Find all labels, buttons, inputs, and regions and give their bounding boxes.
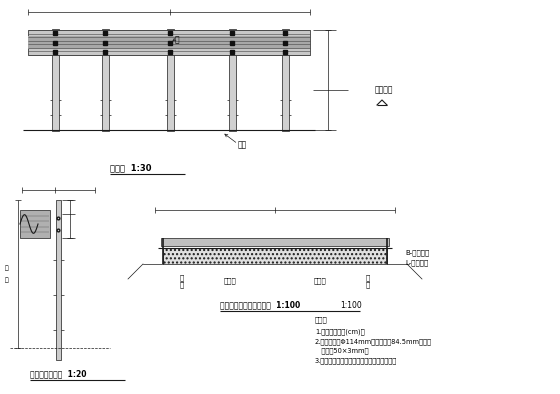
- Bar: [28, 36, 310, 49]
- Text: 肩: 肩: [180, 282, 184, 288]
- Text: 1.本图尺寸单位(cm)。: 1.本图尺寸单位(cm)。: [315, 329, 365, 335]
- Text: 道: 道: [5, 277, 9, 283]
- Text: 肩: 肩: [366, 282, 370, 288]
- Text: 立柱: 立柱: [238, 141, 248, 149]
- Text: 备注：: 备注：: [315, 317, 328, 323]
- Bar: [161, 238, 389, 246]
- Text: 标准断面护栏安装位置图  1:100: 标准断面护栏安装位置图 1:100: [220, 301, 300, 310]
- Bar: [55, 200, 60, 360]
- Text: 板: 板: [175, 35, 180, 45]
- Bar: [166, 29, 174, 131]
- Text: 路侧护栏大样图  1:20: 路侧护栏大样图 1:20: [30, 370, 86, 379]
- Text: 路: 路: [180, 275, 184, 281]
- Bar: [28, 30, 310, 55]
- Text: B-路膂宽度: B-路膂宽度: [405, 250, 430, 256]
- Text: 行车道: 行车道: [223, 278, 236, 284]
- Bar: [101, 29, 109, 131]
- Bar: [228, 29, 236, 131]
- Text: 2.立柱直径为Φ114mm，立柱壁厔84.5mm，波形: 2.立柱直径为Φ114mm，立柱壁厔84.5mm，波形: [315, 339, 432, 345]
- Text: 锠板厔50×3mm。: 锠板厔50×3mm。: [315, 348, 368, 354]
- Text: L-路基宽度: L-路基宽度: [405, 260, 428, 266]
- Bar: [52, 29, 58, 131]
- Text: 3.本图适用于土路路基设置锠板护栏的情况。: 3.本图适用于土路路基设置锠板护栏的情况。: [315, 358, 397, 364]
- Text: 行车道: 行车道: [314, 278, 326, 284]
- Bar: [20, 210, 50, 238]
- Text: 路: 路: [366, 275, 370, 281]
- Text: 路局标准: 路局标准: [375, 85, 394, 95]
- Bar: [163, 248, 387, 264]
- Text: 立面图  1:30: 立面图 1:30: [110, 164, 152, 173]
- Text: 坡: 坡: [5, 265, 9, 271]
- Bar: [282, 29, 288, 131]
- Text: 1:100: 1:100: [340, 301, 362, 310]
